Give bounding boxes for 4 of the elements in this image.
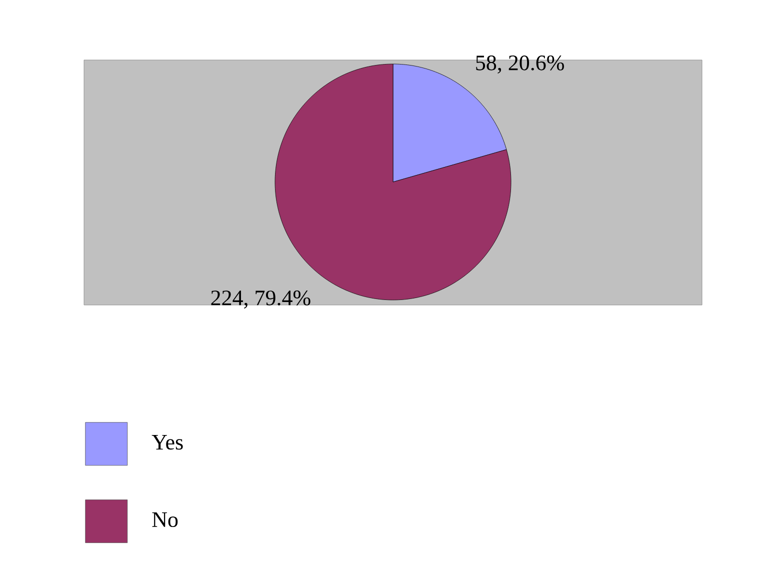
legend-label: Yes — [152, 435, 183, 450]
data-label: 58, 20.6% — [476, 55, 564, 74]
data-label: 224, 79.4% — [211, 290, 310, 309]
legend-label: No — [152, 512, 178, 528]
